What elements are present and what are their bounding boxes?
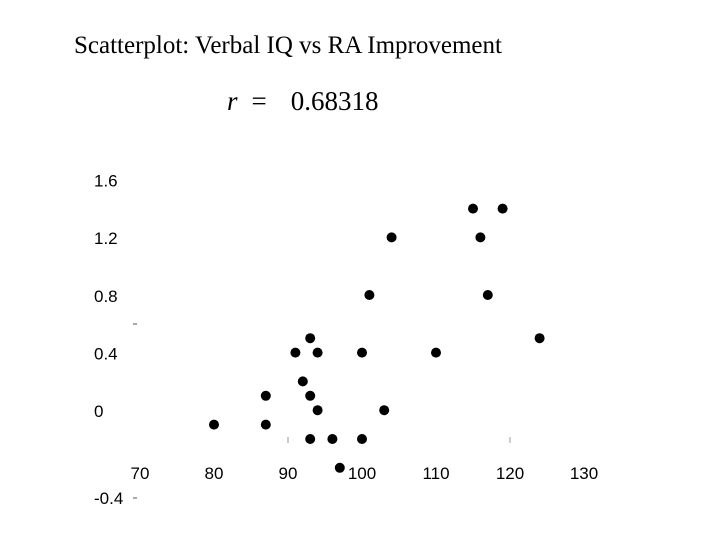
y-tick-label: 0 xyxy=(94,402,103,421)
x-tick-label: 80 xyxy=(205,464,224,483)
data-point xyxy=(260,419,271,430)
x-tick-label: 100 xyxy=(348,464,376,483)
data-point xyxy=(431,347,441,358)
data-point xyxy=(312,405,323,416)
x-tick-label: 90 xyxy=(279,464,298,483)
data-point xyxy=(497,203,508,214)
correlation-value: 0.68318 xyxy=(290,86,379,116)
chart-title: Scatterplot: Verbal IQ vs RA Improvement xyxy=(74,32,502,59)
data-point xyxy=(305,434,316,444)
data-point xyxy=(475,232,486,243)
data-point xyxy=(364,290,375,300)
correlation-symbol: r xyxy=(227,86,238,116)
data-point xyxy=(357,434,367,444)
x-axis: 70 80 90 100 110 120 130 xyxy=(131,437,598,483)
data-point xyxy=(327,434,338,444)
data-point xyxy=(305,390,316,401)
y-tick-label: 1.6 xyxy=(94,172,118,191)
data-point xyxy=(305,333,316,344)
y-axis: 1.6 1.2 0.8 0.4 0 -0.4 xyxy=(94,172,137,508)
data-point xyxy=(379,405,390,416)
data-point xyxy=(534,333,545,344)
data-point xyxy=(290,347,301,358)
data-point xyxy=(386,232,397,243)
x-tick-label: 130 xyxy=(570,464,598,483)
correlation-equals: = xyxy=(251,86,267,116)
correlation-annotation: r = 0.68318 xyxy=(227,86,379,117)
y-tick-label: -0.4 xyxy=(94,489,123,508)
data-point xyxy=(297,376,308,387)
data-points xyxy=(209,203,545,473)
y-tick-label: 0.8 xyxy=(94,287,118,306)
y-tick-label: 0.4 xyxy=(94,344,118,363)
data-point xyxy=(312,347,323,358)
x-tick-label: 70 xyxy=(131,464,150,483)
data-point xyxy=(482,290,493,300)
data-point xyxy=(260,390,271,401)
x-tick-label: 120 xyxy=(496,464,524,483)
y-tick-label: 1.2 xyxy=(94,229,118,248)
x-tick-label: 110 xyxy=(422,464,449,483)
data-point xyxy=(468,203,478,214)
data-point xyxy=(209,419,219,430)
data-point xyxy=(357,347,367,358)
data-point xyxy=(334,462,345,473)
